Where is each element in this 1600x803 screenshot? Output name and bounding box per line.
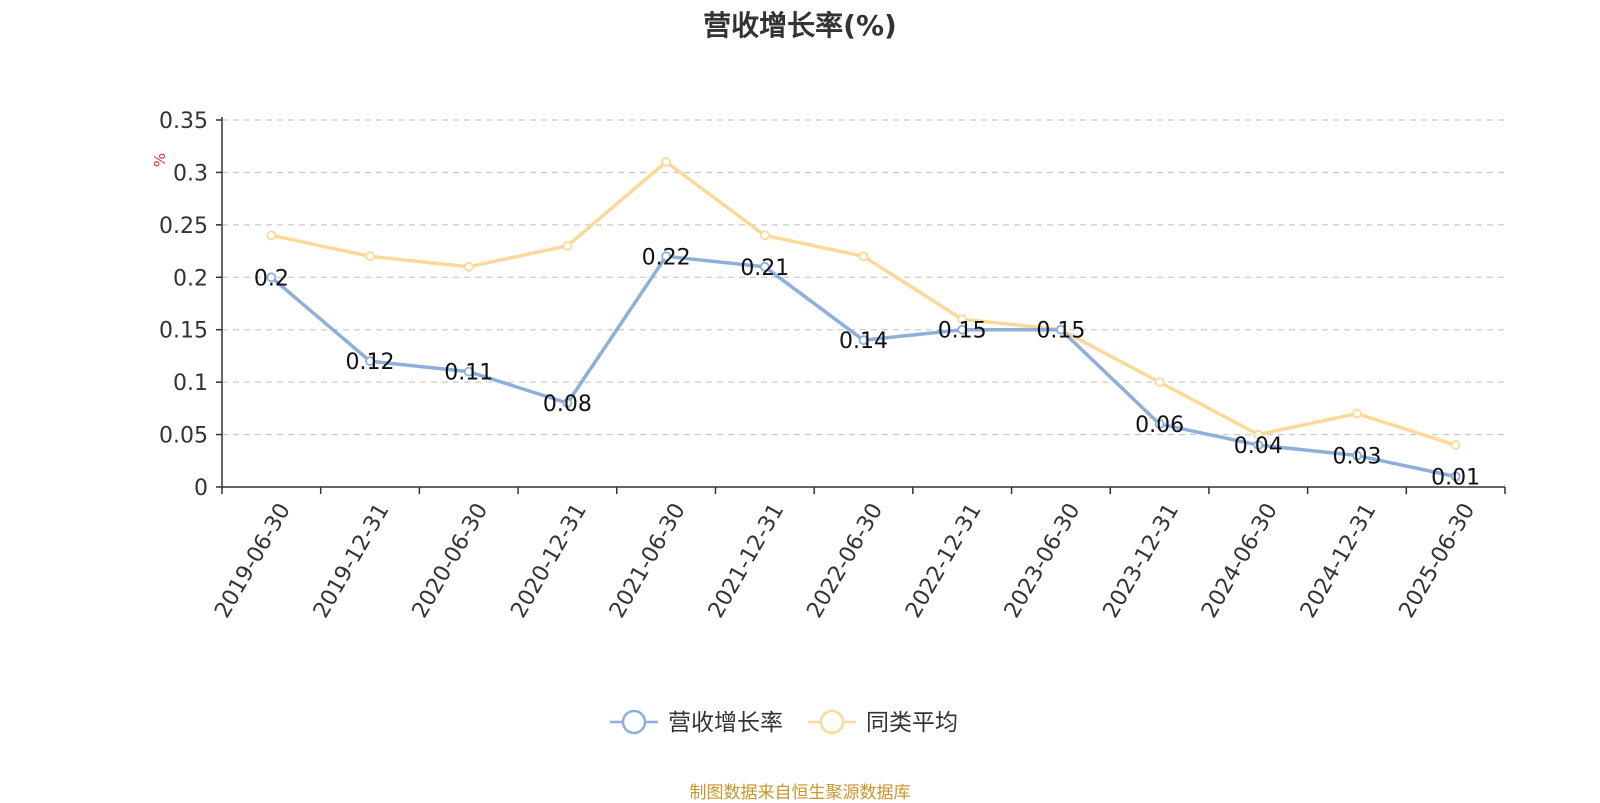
data-label: 0.15 (1036, 319, 1085, 344)
data-label: 0.11 (444, 361, 493, 386)
legend-item[interactable]: 同类平均 (808, 709, 958, 736)
data-point (1450, 440, 1461, 450)
y-tick-label: 0.35 (159, 109, 208, 134)
y-tick-label: 0.3 (173, 161, 208, 186)
data-label: 0.15 (938, 319, 987, 344)
data-point (266, 230, 277, 241)
data-point (1154, 377, 1165, 388)
data-point (1154, 419, 1165, 429)
data-point (1055, 324, 1066, 335)
x-tick-label: 2022-06-30 (802, 499, 888, 622)
x-tick-label: 2019-06-30 (210, 499, 296, 622)
data-point (365, 251, 375, 262)
y-tick-label: 0 (194, 476, 208, 501)
source-note: 制图数据来自恒生聚源数据库 (689, 783, 911, 803)
legend-marker (819, 709, 845, 735)
x-tick-label: 2025-06-30 (1395, 499, 1481, 622)
x-tick-label: 2024-06-30 (1197, 499, 1283, 622)
data-point (266, 272, 277, 283)
data-point (1352, 450, 1362, 461)
y-tick-label: 0.2 (173, 266, 208, 291)
y-tick-label: 0.15 (159, 319, 208, 344)
data-point (858, 335, 869, 346)
legend-item[interactable]: 营收增长率 (610, 709, 783, 736)
x-tick-label: 2019-12-31 (309, 499, 395, 622)
series-line (270, 160, 1457, 447)
legend-label: 营收增长率 (668, 710, 783, 736)
data-label: 0.22 (642, 245, 691, 270)
chart-title: 营收增长率(%) (703, 9, 897, 42)
y-axis-label: % (151, 153, 169, 167)
data-label: 0.01 (1431, 466, 1480, 491)
data-labels: 0.2 0.12 0.11 0.08 0.22 0.21 0.14 0.15 0.15 0.06 0… (254, 245, 1480, 490)
legend-marker (621, 709, 647, 735)
data-label: 0.14 (839, 329, 888, 354)
data-point (562, 240, 573, 251)
legend-label: 同类平均 (866, 710, 958, 736)
data-point (1450, 471, 1461, 482)
x-tick-label: 2020-06-30 (408, 499, 494, 622)
data-point (463, 366, 474, 377)
data-point (957, 324, 968, 335)
x-tick-label: 2023-06-30 (1000, 499, 1086, 622)
data-point (1352, 408, 1362, 419)
x-tick-label: 2021-06-30 (605, 499, 691, 622)
data-label: 0.2 (254, 266, 289, 291)
grid-lines (222, 119, 1505, 436)
x-tick-label: 2023-12-31 (1099, 499, 1185, 622)
y-tick-label: 0.1 (173, 371, 208, 396)
data-point (759, 261, 770, 272)
y-tick-label: 0.25 (159, 214, 208, 239)
data-point (858, 251, 869, 262)
data-point (463, 261, 474, 272)
data-label: 0.12 (346, 350, 395, 375)
series-lines (266, 157, 1461, 482)
data-point (759, 230, 770, 241)
data-point (562, 398, 573, 409)
data-label: 0.08 (543, 392, 592, 417)
data-label: 0.21 (740, 256, 789, 281)
legend[interactable]: 营收增长率 同类平均 (610, 709, 958, 736)
x-tick-label: 2021-12-31 (704, 499, 790, 622)
data-label: 0.03 (1332, 445, 1381, 470)
data-label: 0.04 (1234, 434, 1283, 459)
data-point (661, 251, 672, 262)
data-point (957, 314, 968, 325)
y-tick-label: 0.05 (159, 424, 208, 449)
x-tick-label: 2022-12-31 (901, 499, 987, 622)
data-point (1253, 429, 1264, 440)
data-point (365, 356, 375, 367)
data-point (661, 157, 672, 167)
data-point (1253, 440, 1264, 450)
data-label: 0.06 (1135, 413, 1184, 438)
x-tick-label: 2020-12-31 (506, 499, 592, 622)
x-tick-label: 2024-12-31 (1296, 499, 1382, 622)
